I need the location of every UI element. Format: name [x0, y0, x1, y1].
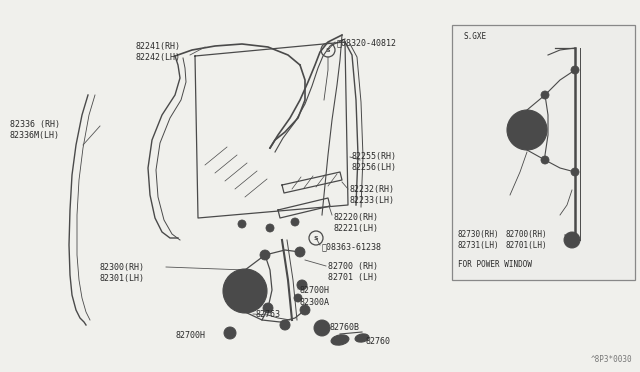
Circle shape	[223, 269, 267, 313]
Circle shape	[522, 125, 532, 135]
Circle shape	[263, 303, 273, 313]
Circle shape	[571, 66, 579, 74]
Circle shape	[300, 305, 310, 315]
Text: 82763: 82763	[255, 310, 280, 319]
Circle shape	[515, 118, 539, 142]
Circle shape	[238, 220, 246, 228]
Circle shape	[564, 232, 580, 248]
Text: S: S	[314, 235, 318, 241]
Circle shape	[294, 294, 302, 302]
Text: 82336M(LH): 82336M(LH)	[10, 131, 60, 140]
Circle shape	[295, 247, 305, 257]
Text: S.GXE: S.GXE	[464, 32, 487, 41]
Text: 82300(RH): 82300(RH)	[100, 263, 145, 272]
Text: 82731(LH): 82731(LH)	[458, 241, 500, 250]
Text: 82242(LH): 82242(LH)	[135, 53, 180, 62]
Text: S: S	[326, 48, 330, 52]
Circle shape	[224, 327, 236, 339]
Circle shape	[266, 224, 274, 232]
Text: ^8P3*0030: ^8P3*0030	[590, 355, 632, 364]
Circle shape	[541, 91, 549, 99]
Circle shape	[260, 250, 270, 260]
Text: 82730(RH): 82730(RH)	[458, 230, 500, 239]
Circle shape	[571, 168, 579, 176]
Text: 82233(LH): 82233(LH)	[349, 196, 394, 205]
Text: 82336 (RH): 82336 (RH)	[10, 120, 60, 129]
Bar	[452, 25, 635, 280]
Text: 82701 (LH): 82701 (LH)	[328, 273, 378, 282]
Text: 82220(RH): 82220(RH)	[334, 213, 379, 222]
Circle shape	[541, 156, 549, 164]
Circle shape	[297, 280, 307, 290]
Text: 82221(LH): 82221(LH)	[334, 224, 379, 233]
Text: 82300A: 82300A	[300, 298, 330, 307]
Text: FOR POWER WINDOW: FOR POWER WINDOW	[458, 260, 532, 269]
Circle shape	[314, 320, 330, 336]
Circle shape	[318, 324, 326, 332]
Text: Ⓢ08363-61238: Ⓢ08363-61238	[322, 242, 382, 251]
Text: 82760B: 82760B	[330, 323, 360, 332]
Ellipse shape	[331, 335, 349, 345]
Text: 82700 (RH): 82700 (RH)	[328, 262, 378, 271]
Circle shape	[239, 285, 251, 297]
Circle shape	[507, 110, 547, 150]
Text: 82301(LH): 82301(LH)	[100, 274, 145, 283]
Circle shape	[291, 218, 299, 226]
Ellipse shape	[355, 334, 369, 342]
Text: 82760: 82760	[365, 337, 390, 346]
Text: 82255(RH): 82255(RH)	[352, 152, 397, 161]
Text: 82241(RH): 82241(RH)	[135, 42, 180, 51]
Text: 82701(LH): 82701(LH)	[505, 241, 547, 250]
Circle shape	[231, 277, 259, 305]
Text: 82232(RH): 82232(RH)	[349, 185, 394, 194]
Text: 82700H: 82700H	[175, 331, 205, 340]
Circle shape	[280, 320, 290, 330]
Text: 82256(LH): 82256(LH)	[352, 163, 397, 172]
Text: Ⓢ08320-40812: Ⓢ08320-40812	[337, 38, 397, 47]
Text: 82700(RH): 82700(RH)	[505, 230, 547, 239]
Text: 82700H: 82700H	[300, 286, 330, 295]
